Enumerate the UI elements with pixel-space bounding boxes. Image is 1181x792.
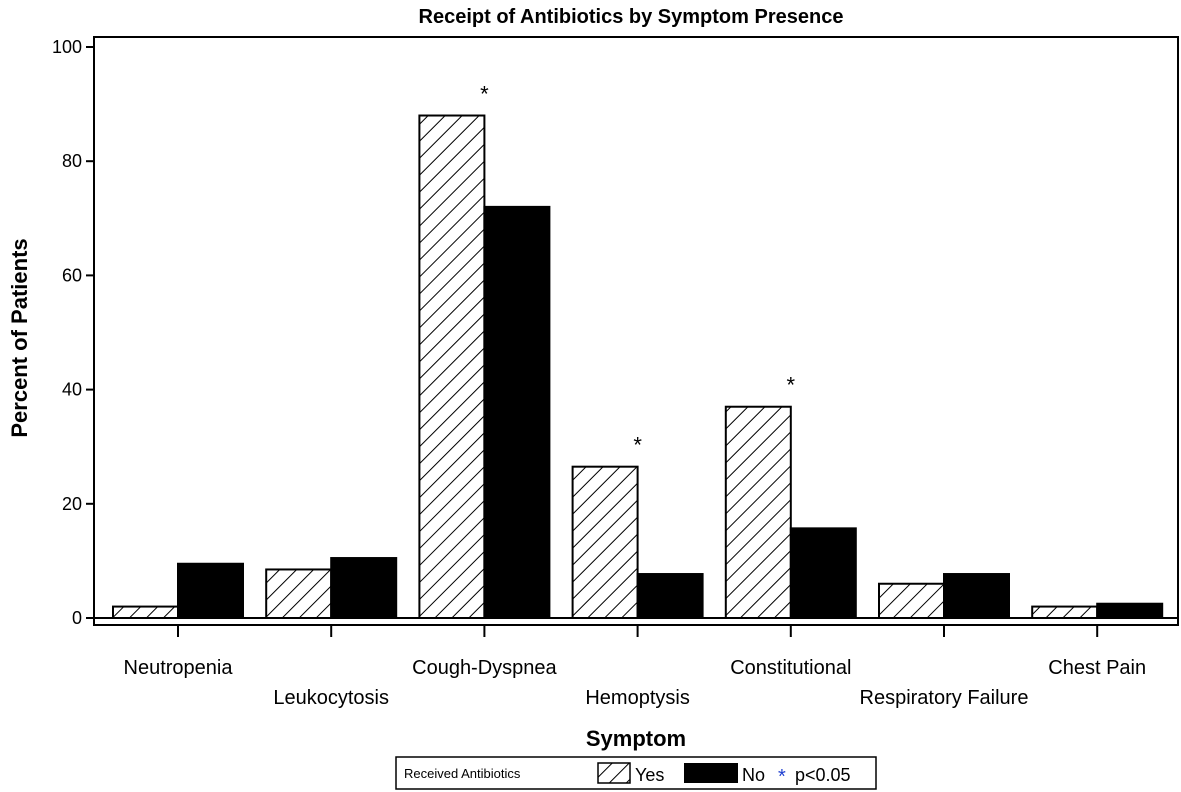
x-tick-label: Neutropenia <box>124 657 234 679</box>
y-tick-label: 20 <box>62 494 82 514</box>
y-tick-label: 100 <box>52 37 82 57</box>
legend-label-yes: Yes <box>635 765 664 785</box>
y-tick-label: 60 <box>62 265 82 285</box>
legend-swatch-no <box>684 763 738 783</box>
bar-yes-respiratory-failure <box>878 582 945 619</box>
y-tick-label: 40 <box>62 380 82 400</box>
x-axis: Neutropenia Leukocytosis Cough-Dyspnea Hemo… <box>124 625 1146 709</box>
y-axis-title: Percent of Patients <box>7 238 32 437</box>
y-tick-label: 0 <box>72 608 82 628</box>
bar-no-cough-dyspnea <box>483 205 551 619</box>
bar-yes-hemoptysis <box>571 465 639 619</box>
bar-yes-cough-dyspnea <box>418 114 486 620</box>
bar-no-neutropenia <box>177 562 244 620</box>
legend-label-no: No <box>742 765 765 785</box>
y-axis: 0 20 40 60 80 100 <box>52 37 94 628</box>
bar-yes-constitutional <box>724 405 792 620</box>
legend-significance-note: p<0.05 <box>795 765 851 785</box>
bar-no-hemoptysis <box>636 573 704 620</box>
significance-marker: * <box>480 82 489 107</box>
bars <box>112 114 1164 620</box>
significance-markers: * * * <box>480 82 795 458</box>
x-tick-label: Constitutional <box>730 657 851 679</box>
bar-no-leukocytosis <box>330 557 398 619</box>
x-tick-label: Hemoptysis <box>585 687 689 709</box>
legend: Received Antibiotics Yes No * p<0.05 <box>395 756 877 790</box>
chart-title: Receipt of Antibiotics by Symptom Presen… <box>419 6 844 28</box>
bar-no-constitutional <box>789 527 857 620</box>
significance-marker: * <box>787 373 796 398</box>
legend-box <box>395 756 877 790</box>
bar-yes-neutropenia <box>112 605 179 620</box>
bar-yes-chest-pain <box>1031 605 1099 620</box>
legend-significance-marker: * <box>778 766 786 788</box>
legend-swatch-yes <box>597 762 631 784</box>
significance-marker: * <box>633 433 642 458</box>
y-tick-label: 80 <box>62 151 82 171</box>
bar-no-chest-pain <box>1096 602 1164 619</box>
x-axis-title: Symptom <box>586 726 686 751</box>
legend-title: Received Antibiotics <box>404 766 521 781</box>
bar-no-respiratory-failure <box>943 573 1010 620</box>
x-tick-label: Chest Pain <box>1048 657 1146 679</box>
plot-frame <box>93 36 1179 626</box>
x-tick-label: Cough-Dyspnea <box>412 657 557 679</box>
x-tick-label: Respiratory Failure <box>860 687 1029 709</box>
bar-yes-leukocytosis <box>265 568 333 620</box>
x-tick-label: Leukocytosis <box>273 687 389 709</box>
